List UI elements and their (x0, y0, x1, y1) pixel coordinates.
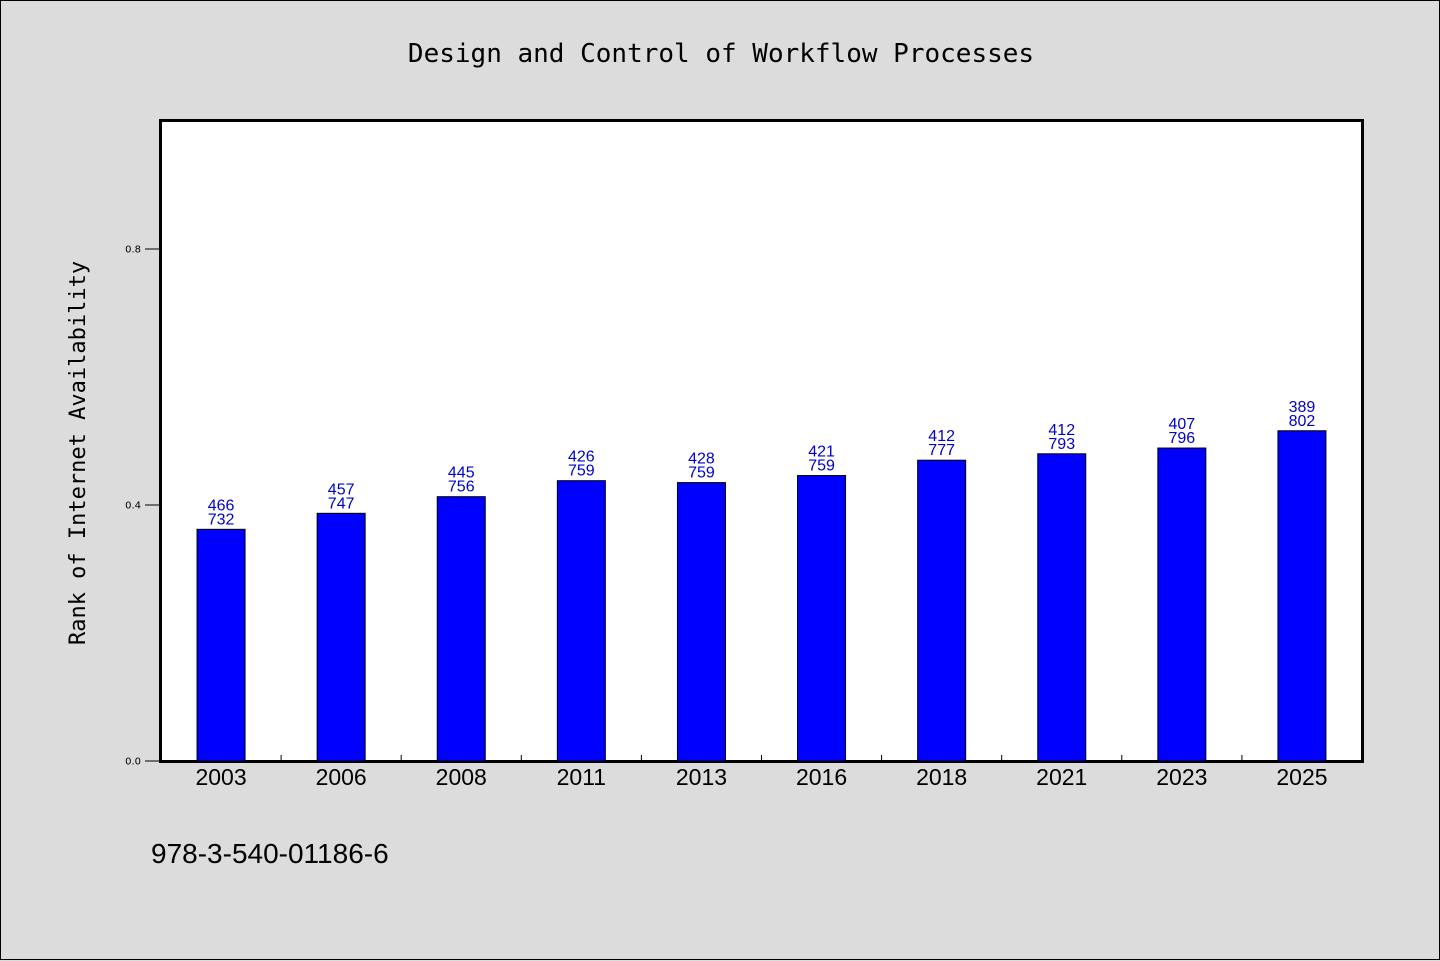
data-label-top: 389 (1289, 399, 1316, 416)
bar-2021 (1037, 453, 1087, 762)
y-axis-label: Rank of Internet Availability (66, 261, 91, 645)
data-label-bottom: 747 (328, 495, 355, 512)
bar-2003 (196, 528, 246, 762)
x-tick-label: 2003 (195, 764, 246, 790)
data-label-top: 412 (928, 428, 955, 445)
bar-2006 (316, 512, 366, 762)
data-label-top: 428 (688, 451, 715, 468)
x-tick-label: 2025 (1276, 764, 1327, 790)
y-tick-label: 0.4 (125, 501, 141, 512)
y-tick-label: 0.0 (125, 757, 141, 768)
x-tick-label: 2023 (1156, 764, 1207, 790)
bar-series (196, 430, 1327, 762)
data-label-top: 466 (208, 497, 235, 514)
data-label-bottom: 759 (568, 463, 595, 480)
x-tick-label: 2006 (316, 764, 367, 790)
data-labels: 4667324577474457564267594287594217594127… (208, 399, 1316, 529)
bar-2013 (676, 482, 726, 762)
bar-2018 (917, 459, 967, 762)
bar-2023 (1157, 447, 1207, 762)
x-tick-label: 2008 (436, 764, 487, 790)
bar-2016 (797, 475, 847, 762)
y-axis: 0.0 0.4 0.8 (125, 245, 161, 768)
data-label-bottom: 759 (808, 458, 835, 475)
data-label-top: 412 (1048, 422, 1075, 439)
data-label-bottom: 759 (688, 465, 715, 482)
data-label-bottom: 796 (1168, 430, 1195, 447)
data-label-bottom: 777 (928, 442, 955, 459)
isbn-footnote: 978-3-540-01186-6 (151, 838, 389, 869)
y-tick-label: 0.8 (125, 245, 141, 256)
x-axis: 2003 2006 2008 2011 2013 2016 2018 2021 2023 2025 (195, 755, 1328, 790)
data-label-bottom: 793 (1048, 436, 1075, 453)
data-label-bottom: 802 (1289, 413, 1316, 430)
bar-2011 (556, 480, 606, 762)
bar-2025 (1277, 430, 1327, 762)
x-tick-label: 2016 (796, 764, 847, 790)
data-label-top: 457 (328, 481, 355, 498)
bar-2008 (436, 496, 486, 762)
data-label-top: 445 (448, 465, 475, 482)
x-tick-label: 2018 (916, 764, 967, 790)
x-tick-label: 2013 (676, 764, 727, 790)
x-tick-label: 2011 (557, 764, 606, 790)
data-label-bottom: 756 (448, 479, 475, 496)
chart-title: Design and Control of Workflow Processes (408, 39, 1034, 69)
data-label-top: 407 (1168, 416, 1195, 433)
x-tick-label: 2021 (1036, 764, 1087, 790)
data-label-top: 421 (808, 444, 835, 461)
data-label-top: 426 (568, 449, 595, 466)
data-label-bottom: 732 (208, 511, 235, 528)
